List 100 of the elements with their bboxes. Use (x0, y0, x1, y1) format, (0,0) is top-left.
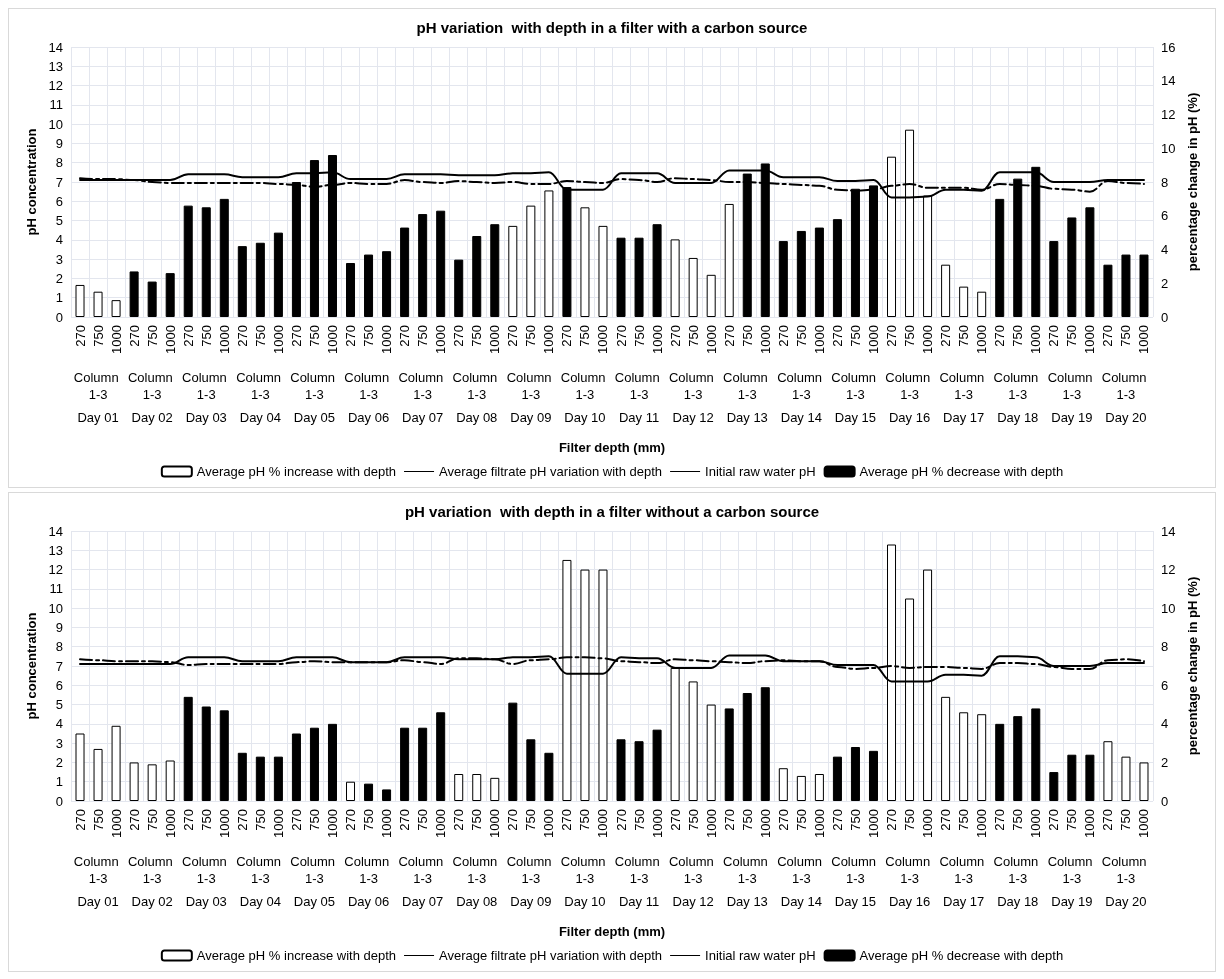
text: Day 11 (618, 410, 660, 425)
x-tick-label: 1000 (595, 325, 611, 354)
x-tick-label: 750 (956, 809, 972, 831)
text: Column 1-3 (344, 370, 393, 402)
bar (598, 225, 608, 317)
bar (327, 723, 337, 801)
x-tick-label: 270 (559, 325, 575, 347)
x-tick-label: 270 (938, 809, 954, 831)
x-tick-label: 1000 (379, 325, 395, 354)
y-tick-label: 11 (49, 97, 63, 113)
y-axis-title: pH concentration (23, 612, 39, 720)
bar (219, 198, 229, 317)
chart-title: pH variation with depth in a filter without a carbon source (404, 503, 820, 520)
x-tick-label: 750 (631, 809, 647, 831)
text: Day 19 (1051, 894, 1093, 909)
x-tick-label: 1000 (487, 325, 503, 354)
x-tick-label: 750 (415, 809, 431, 831)
text: Column 1-3 (182, 370, 231, 402)
bar (382, 789, 392, 801)
bar (778, 241, 788, 317)
bar (1067, 217, 1077, 317)
bar (616, 237, 626, 317)
x-tick-label: 750 (1010, 325, 1026, 347)
text: Day 03 (185, 894, 227, 909)
text: Day 18 (997, 410, 1039, 425)
x-tick-label: 750 (252, 809, 268, 831)
bar (832, 219, 842, 317)
x-tick-label: 1000 (757, 325, 773, 354)
text: Column 1-3 (723, 370, 772, 402)
x-tick-label: 750 (902, 809, 918, 831)
text: Column 1-3 (398, 854, 447, 886)
x-tick-label: 750 (90, 809, 106, 831)
bar (93, 291, 103, 317)
text: Column 1-3 (236, 370, 285, 402)
x-tick-label: 1000 (324, 809, 340, 838)
x-tick-label: 1000 (162, 809, 178, 838)
text: Day 20 (1105, 410, 1147, 425)
text: Day 01 (77, 410, 119, 425)
bar (147, 281, 157, 317)
text: Day 13 (726, 894, 768, 909)
bar (111, 300, 121, 317)
x-tick-label: 750 (739, 325, 755, 347)
text: Column 1-3 (723, 854, 772, 886)
bar (634, 237, 644, 317)
x-tick-label: 270 (126, 325, 142, 347)
bar (382, 251, 392, 317)
text: Column 1-3 (506, 854, 556, 886)
x-tick-label: 270 (72, 809, 88, 831)
x-tick-label: 750 (577, 809, 593, 831)
x-tick-label: 270 (505, 809, 521, 831)
y-axis-title: pH concentration (23, 128, 39, 236)
bar (706, 704, 716, 801)
y2-tick-label: 12 (1161, 107, 1176, 122)
x-tick-label: 270 (1046, 809, 1062, 831)
x-tick-label: 750 (1010, 809, 1026, 831)
x-tick-label: 750 (577, 325, 593, 347)
y2-tick-label: 8 (1161, 639, 1169, 655)
bar (814, 774, 824, 801)
bar (165, 760, 175, 801)
text: Column 1-3 (1101, 854, 1151, 886)
x-tick-label: 750 (631, 325, 647, 347)
text: Day 16 (888, 894, 931, 909)
x-tick-label: 750 (144, 809, 160, 831)
y-tick-label: 12 (48, 78, 63, 94)
text: Day 05 (293, 410, 336, 425)
bar (688, 257, 698, 317)
x-tick-label: 270 (1100, 325, 1116, 347)
x-tick-label: 750 (793, 325, 809, 347)
text: Day 06 (347, 894, 390, 909)
legend-label: Average pH % decrease with depth (859, 948, 1064, 963)
y-tick-label: 10 (48, 116, 63, 132)
x-tick-label: 270 (234, 809, 250, 831)
bar (995, 198, 1005, 317)
bar (526, 739, 536, 801)
x-tick-label: 270 (180, 325, 196, 347)
x-tick-label: 750 (902, 325, 918, 347)
x-tick-label: 750 (523, 809, 539, 831)
text: Column 1-3 (614, 370, 664, 402)
bar (544, 752, 554, 801)
x-tick-label: 1000 (379, 809, 395, 838)
bar (400, 727, 410, 801)
text: Day 08 (456, 894, 498, 909)
x-tick-label: 270 (992, 809, 1008, 831)
bar (273, 232, 283, 317)
x-tick-label: 1000 (1082, 325, 1098, 354)
text: Column 1-3 (73, 854, 123, 886)
text: Day 04 (239, 410, 281, 425)
bar (670, 239, 680, 317)
text: Day 14 (780, 410, 822, 425)
x-tick-label: 750 (685, 809, 701, 831)
text: Column 1-3 (993, 854, 1042, 886)
x-tick-label: 1000 (595, 809, 611, 838)
y-tick-label: 13 (48, 58, 63, 74)
y-tick-label: 2 (55, 270, 63, 286)
y-tick-label: 14 (48, 523, 63, 539)
y2-tick-label: 0 (1161, 793, 1169, 809)
text: Column 1-3 (668, 370, 718, 402)
text: Day 10 (564, 894, 606, 909)
bar (129, 762, 139, 801)
text: Day 10 (564, 410, 606, 425)
